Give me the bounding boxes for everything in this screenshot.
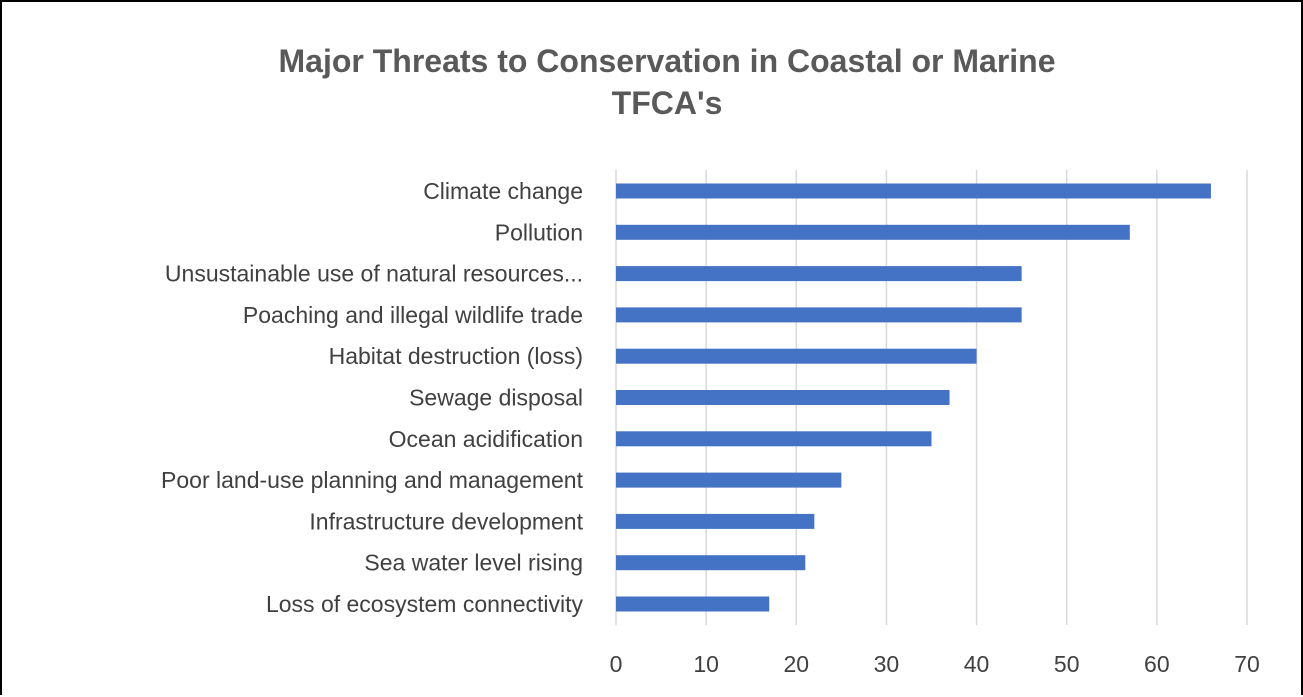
x-tick-label: 30 [874,651,900,677]
category-label: Climate change [423,178,583,204]
category-label: Pollution [495,219,583,245]
category-label: Sea water level rising [364,550,583,576]
x-tick-label: 50 [1054,651,1080,677]
category-label: Unsustainable use of natural resources..… [165,261,583,287]
bar [616,307,1022,323]
bar [616,348,977,364]
bar [616,266,1022,282]
category-label: Sewage disposal [409,385,583,411]
bar [616,472,842,488]
category-label: Infrastructure development [309,508,583,534]
bar [616,390,950,405]
bar [616,555,806,571]
x-tick-label: 20 [783,651,809,677]
x-axis-tick-labels: 0 10 20 30 40 50 60 70 [610,651,1260,677]
bar [616,431,932,447]
x-tick-label: 70 [1234,651,1260,677]
x-tick-label: 0 [610,651,623,677]
bar [616,224,1130,240]
category-label: Poor land-use planning and management [161,467,584,493]
x-tick-label: 10 [693,651,719,677]
bars [616,183,1211,612]
chart-title-line-1: Major Threats to Conservation in Coastal… [278,43,1056,79]
bar [616,596,770,612]
bar [616,513,815,529]
category-label: Ocean acidification [389,426,583,452]
bar [616,183,1211,199]
x-tick-label: 60 [1144,651,1170,677]
chart-title-line-2: TFCA's [611,85,723,121]
category-label: Habitat destruction (loss) [329,343,583,369]
x-tick-label: 40 [964,651,990,677]
category-label: Poaching and illegal wildlife trade [243,302,583,328]
category-label: Loss of ecosystem connectivity [266,591,584,617]
category-labels: Climate change Pollution Unsustainable use… [161,178,584,617]
chart-title: Major Threats to Conservation in Coastal… [2,40,1303,124]
